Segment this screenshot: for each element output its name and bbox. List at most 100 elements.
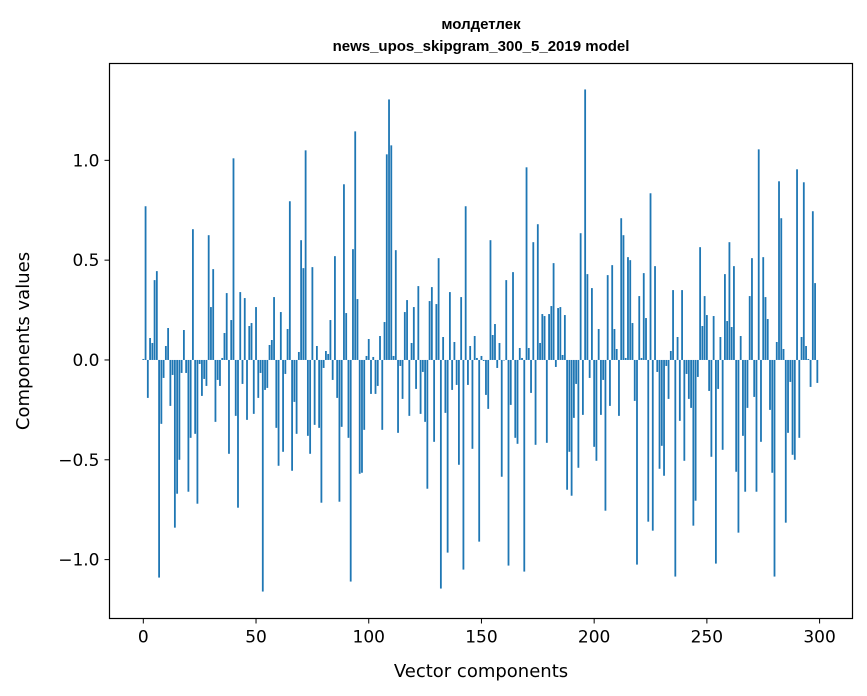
bar bbox=[766, 319, 769, 360]
bar bbox=[678, 359, 681, 421]
bar bbox=[654, 266, 656, 360]
bar bbox=[791, 359, 794, 455]
bar bbox=[185, 359, 188, 373]
bar bbox=[717, 359, 720, 389]
x-tick-label: 200 bbox=[578, 628, 610, 648]
bar bbox=[390, 145, 393, 360]
bar bbox=[751, 258, 753, 360]
bar bbox=[435, 304, 438, 360]
bar bbox=[219, 359, 221, 386]
bar bbox=[669, 350, 672, 360]
bar bbox=[638, 296, 641, 360]
bar bbox=[703, 296, 706, 360]
bar bbox=[210, 307, 212, 360]
bar bbox=[284, 359, 287, 374]
bar bbox=[642, 273, 645, 360]
bar bbox=[694, 359, 697, 501]
bar bbox=[505, 280, 508, 360]
bar bbox=[259, 359, 262, 373]
x-axis-label: Vector components bbox=[394, 661, 568, 682]
bar bbox=[658, 359, 661, 469]
bar bbox=[787, 359, 789, 433]
bar bbox=[401, 359, 404, 399]
bar bbox=[726, 321, 729, 360]
bar bbox=[225, 293, 228, 360]
bar bbox=[730, 327, 733, 360]
bar bbox=[198, 359, 201, 364]
bar bbox=[329, 320, 332, 360]
bar bbox=[187, 359, 190, 492]
bar bbox=[744, 359, 747, 492]
bar bbox=[437, 258, 440, 360]
bar bbox=[514, 359, 517, 438]
bar bbox=[735, 359, 738, 472]
bar bbox=[237, 359, 239, 508]
bar bbox=[304, 150, 307, 360]
bar bbox=[367, 339, 370, 360]
bar bbox=[591, 288, 593, 360]
bar bbox=[246, 359, 248, 420]
bar bbox=[724, 274, 726, 360]
bar bbox=[212, 269, 215, 360]
bar bbox=[690, 359, 692, 408]
y-tick-label: 0.5 bbox=[72, 251, 99, 271]
bar bbox=[746, 359, 749, 408]
chart-title-line1: молдетлек bbox=[441, 16, 521, 33]
bar bbox=[232, 158, 235, 360]
bar bbox=[566, 359, 569, 490]
bar bbox=[523, 359, 526, 572]
bar bbox=[306, 359, 309, 436]
bar bbox=[667, 359, 670, 399]
bar bbox=[512, 272, 514, 360]
bar bbox=[381, 359, 384, 430]
x-axis: 0 50 100 150 200 250 300 bbox=[138, 618, 836, 648]
bar bbox=[807, 358, 810, 360]
bar bbox=[496, 359, 499, 368]
bar bbox=[444, 359, 447, 413]
bar bbox=[633, 359, 636, 401]
bar bbox=[539, 342, 541, 360]
bar bbox=[561, 354, 564, 360]
bar bbox=[615, 348, 618, 360]
bar bbox=[579, 233, 582, 360]
bar bbox=[645, 318, 647, 360]
bar bbox=[331, 359, 334, 380]
bar bbox=[805, 345, 807, 360]
bar bbox=[503, 359, 505, 361]
bar bbox=[250, 323, 253, 360]
bar bbox=[613, 329, 616, 360]
bar bbox=[627, 257, 629, 360]
bar bbox=[439, 359, 442, 589]
bar bbox=[442, 337, 445, 360]
bar bbox=[446, 359, 449, 553]
bar bbox=[171, 359, 174, 375]
bar bbox=[196, 359, 199, 504]
bar bbox=[392, 355, 395, 360]
bar bbox=[365, 355, 368, 360]
bar bbox=[201, 359, 203, 396]
bar bbox=[216, 359, 219, 380]
bar bbox=[279, 312, 282, 360]
bar bbox=[194, 359, 197, 434]
bar bbox=[588, 359, 591, 378]
bar bbox=[581, 359, 584, 415]
bar bbox=[739, 336, 742, 360]
bar bbox=[595, 359, 598, 461]
x-tick-label: 0 bbox=[138, 628, 149, 648]
bar bbox=[270, 340, 273, 360]
bar bbox=[408, 359, 411, 416]
bar bbox=[142, 358, 145, 360]
bar bbox=[536, 224, 539, 360]
bar bbox=[548, 314, 550, 360]
bar bbox=[696, 359, 699, 377]
bar bbox=[207, 235, 210, 360]
bar bbox=[266, 359, 269, 388]
bar bbox=[421, 359, 424, 372]
bar bbox=[221, 357, 224, 360]
bar bbox=[757, 149, 760, 360]
bar bbox=[286, 329, 289, 360]
bar bbox=[255, 307, 257, 360]
bar bbox=[313, 359, 316, 425]
bar bbox=[178, 359, 181, 460]
